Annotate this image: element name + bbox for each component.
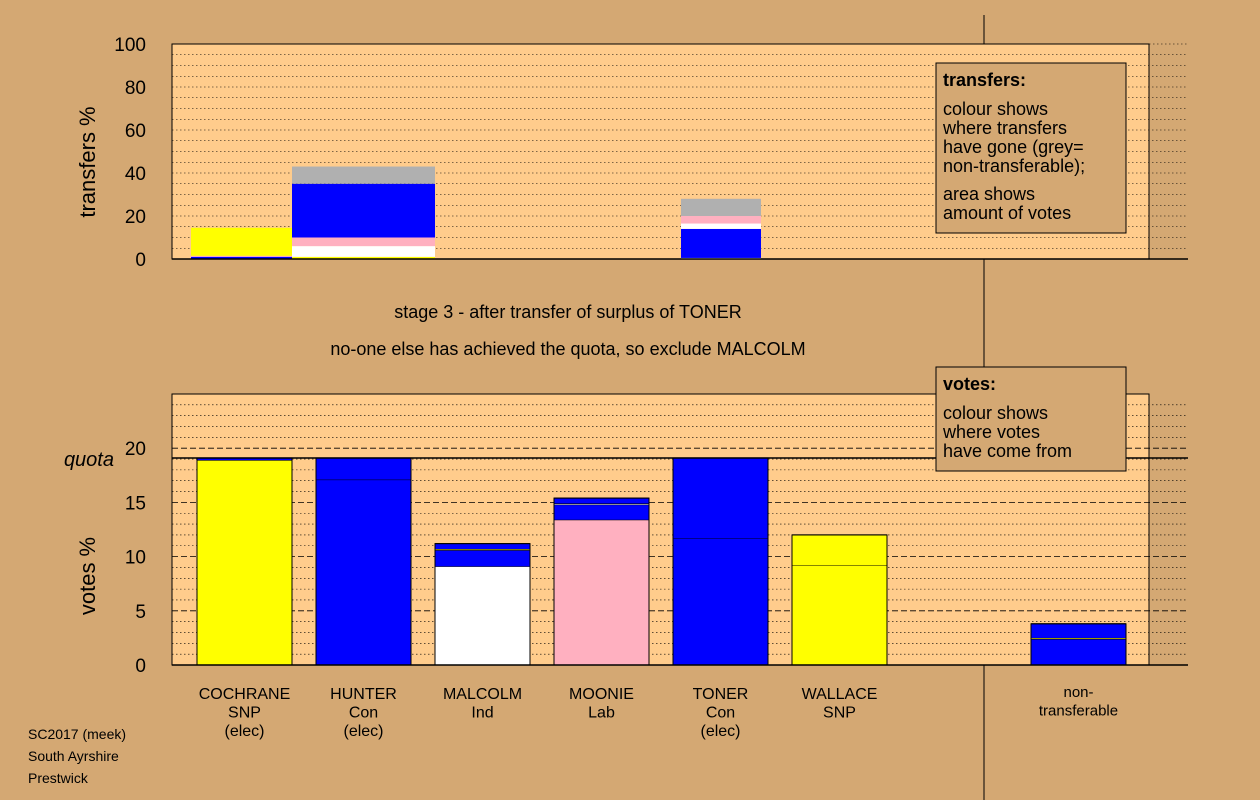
transfers-legend: transfers: colour shows where transfers … bbox=[935, 62, 1127, 234]
vote-segment-cochrane bbox=[197, 457, 292, 461]
transfers-y-ticks: 0 20 40 60 80 100 bbox=[114, 35, 146, 271]
transfer-segment-hunter bbox=[292, 256, 435, 259]
votes-panel: 0 5 10 15 20 quota votes % votes: colour sho… bbox=[64, 366, 1188, 740]
votes-legend-line: where votes bbox=[942, 422, 1040, 442]
votes-legend-title: votes: bbox=[943, 374, 996, 394]
vote-segment-non bbox=[1031, 637, 1126, 639]
vote-segment-malcolm bbox=[435, 543, 530, 550]
transfer-segment-hunter bbox=[292, 246, 435, 257]
transfer-segment-hunter bbox=[292, 166, 435, 184]
candidate-label-party: SNP bbox=[823, 705, 856, 722]
votes-legend-line: colour shows bbox=[943, 403, 1048, 423]
transfers-legend-line: non-transferable); bbox=[943, 156, 1085, 176]
action-heading: no-one else has achieved the quota, so e… bbox=[330, 339, 805, 359]
transfers-legend-title: transfers: bbox=[943, 70, 1026, 90]
vote-segment-moonie bbox=[554, 498, 649, 504]
vote-segment-moonie bbox=[554, 519, 649, 665]
vote-segment-malcolm bbox=[435, 549, 530, 551]
transfers-y-tick-label: 0 bbox=[135, 250, 146, 271]
candidate-label-status: (elec) bbox=[224, 723, 264, 740]
vote-segment-malcolm bbox=[435, 550, 530, 567]
votes-legend-line: have come from bbox=[943, 441, 1072, 461]
vote-segment-wallace bbox=[792, 565, 887, 665]
candidate-label-status: (elec) bbox=[700, 723, 740, 740]
candidate-label-name: HUNTER bbox=[330, 686, 397, 703]
vote-segment-cochrane bbox=[197, 460, 292, 665]
votes-y-tick-label: 0 bbox=[135, 656, 146, 677]
votes-y-tick-label: 10 bbox=[125, 548, 146, 569]
transfers-y-tick-label: 40 bbox=[125, 164, 146, 185]
transfer-segment-cochrane bbox=[191, 227, 296, 256]
candidate-label-name: non- bbox=[1063, 684, 1093, 701]
candidate-label-status: (elec) bbox=[343, 723, 383, 740]
vote-segment-hunter bbox=[316, 479, 411, 665]
votes-bars bbox=[196, 457, 1127, 666]
transfers-legend-line: colour shows bbox=[943, 99, 1048, 119]
transfers-legend-line: area shows bbox=[943, 184, 1035, 204]
transfer-segment-toner bbox=[681, 198, 761, 216]
vote-segment-moonie bbox=[554, 504, 649, 520]
transfers-panel: 0 20 40 60 80 100 transfers % transfers: colo… bbox=[75, 35, 1188, 271]
vote-segment-hunter bbox=[316, 457, 411, 480]
vote-segment-non bbox=[1031, 623, 1126, 638]
transfers-y-tick-label: 60 bbox=[125, 121, 146, 142]
transfers-legend-line: where transfers bbox=[942, 118, 1067, 138]
vote-segment-wallace bbox=[792, 534, 887, 566]
transfers-bars bbox=[191, 166, 761, 259]
vote-segment-toner bbox=[673, 538, 768, 665]
transfers-y-axis-label: transfers % bbox=[75, 106, 100, 217]
candidate-labels: COCHRANESNP(elec)HUNTERCon(elec)MALCOLMI… bbox=[199, 684, 1118, 740]
candidate-label-party: Lab bbox=[588, 705, 615, 722]
votes-y-axis-label: votes % bbox=[75, 537, 100, 615]
votes-y-tick-label: 20 bbox=[125, 439, 146, 460]
quota-label: quota bbox=[64, 449, 114, 471]
transfer-segment-toner bbox=[681, 223, 761, 229]
candidate-label-party: Con bbox=[349, 705, 378, 722]
votes-y-tick-label: 5 bbox=[135, 602, 146, 623]
transfer-segment-cochrane bbox=[191, 255, 296, 257]
transfers-y-tick-label: 80 bbox=[125, 78, 146, 99]
candidate-label-name: TONER bbox=[693, 686, 749, 703]
transfer-segment-hunter bbox=[292, 183, 435, 238]
votes-legend: votes: colour shows where votes have com… bbox=[935, 366, 1127, 472]
transfer-segment-toner bbox=[681, 228, 761, 258]
footer-line-3: Prestwick bbox=[28, 770, 89, 786]
vote-segment-malcolm bbox=[435, 566, 530, 665]
candidate-label-name: WALLACE bbox=[802, 686, 878, 703]
candidate-label-party: SNP bbox=[228, 705, 261, 722]
footer-line-2: South Ayrshire bbox=[28, 748, 119, 764]
transfer-segment-hunter bbox=[292, 237, 435, 247]
vote-segment-moonie bbox=[554, 503, 649, 505]
footer-line-1: SC2017 (meek) bbox=[28, 726, 126, 742]
transfer-segment-toner bbox=[681, 216, 761, 224]
transfers-y-tick-label: 100 bbox=[114, 35, 146, 56]
candidate-label-party: transferable bbox=[1039, 703, 1118, 720]
candidate-label-party: Ind bbox=[471, 705, 493, 722]
candidate-label-name: COCHRANE bbox=[199, 686, 291, 703]
vote-segment-toner bbox=[673, 457, 768, 539]
votes-y-ticks: 0 5 10 15 20 bbox=[125, 439, 146, 677]
transfers-legend-line: amount of votes bbox=[943, 203, 1071, 223]
transfers-y-tick-label: 20 bbox=[125, 207, 146, 228]
votes-y-tick-label: 15 bbox=[125, 493, 146, 514]
stage-heading: stage 3 - after transfer of surplus of T… bbox=[394, 302, 741, 322]
candidate-label-party: Con bbox=[706, 705, 735, 722]
candidate-label-name: MALCOLM bbox=[443, 686, 522, 703]
vote-segment-non bbox=[1031, 638, 1126, 665]
candidate-label-name: MOONIE bbox=[569, 686, 634, 703]
transfer-segment-cochrane bbox=[191, 256, 296, 259]
transfers-legend-line: have gone (grey= bbox=[943, 137, 1084, 157]
